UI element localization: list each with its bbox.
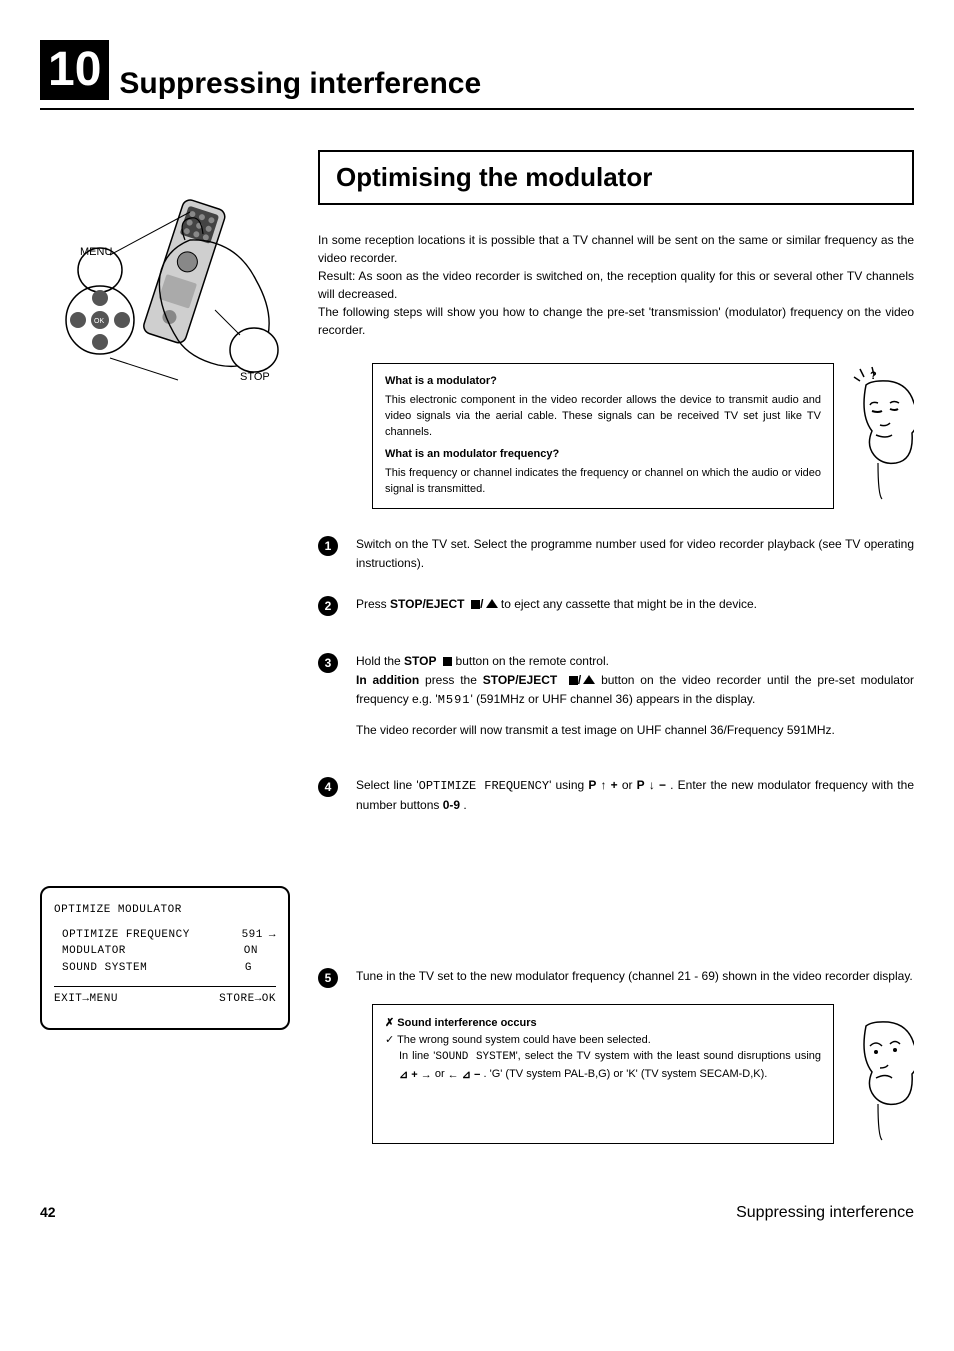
eject-icon — [583, 675, 595, 684]
step-bullet-2: 2 — [318, 596, 338, 616]
step-2: 2 Press STOP/EJECT / to eject any casset… — [318, 595, 914, 616]
chapter-header: 10 Suppressing interference — [40, 40, 914, 110]
step-3-extra: The video recorder will now transmit a t… — [356, 721, 914, 740]
section-title: Optimising the modulator — [318, 150, 914, 205]
page-footer: 42 Suppressing interference — [40, 1204, 914, 1222]
sidebar-column: MENU OK — [40, 150, 290, 1144]
osd-row-2: MODULATOR ON — [62, 943, 276, 960]
step-bullet-4: 4 — [318, 777, 338, 797]
tip-box: ✗ Sound interference occurs ✓ The wrong … — [372, 1004, 834, 1144]
chapter-title: Suppressing interference — [119, 68, 481, 100]
info-q2: What is an modulator frequency? — [385, 447, 821, 463]
osd-store: STORE→OK — [219, 991, 276, 1008]
osd-row-1: OPTIMIZE FREQUENCY 591 → — [62, 927, 276, 944]
osd-line2-value: ON — [244, 943, 258, 960]
osd-line3-label: SOUND SYSTEM — [62, 960, 147, 977]
osd-line1-label: OPTIMIZE FREQUENCY — [62, 927, 190, 944]
step-3-text: Hold the STOP button on the remote contr… — [356, 652, 914, 740]
stop-label: STOP — [240, 371, 270, 383]
stop-icon — [569, 676, 578, 685]
footer-title: Suppressing interference — [736, 1204, 914, 1222]
eject-icon — [486, 599, 498, 608]
tip-line-1: The wrong sound system could have been s… — [397, 1034, 651, 1046]
osd-menu-box: OPTIMIZE MODULATOR OPTIMIZE FREQUENCY 59… — [40, 886, 290, 1030]
info-a1: This electronic component in the video r… — [385, 393, 821, 441]
remote-in-hand-illustration: MENU OK — [40, 180, 290, 400]
step-bullet-3: 3 — [318, 653, 338, 673]
cross-icon: ✗ — [385, 1017, 397, 1029]
osd-title: OPTIMIZE MODULATOR — [54, 902, 276, 919]
info-a2: This frequency or channel indicates the … — [385, 466, 821, 498]
step-5: 5 Tune in the TV set to the new modulato… — [318, 967, 914, 988]
info-q1: What is a modulator? — [385, 374, 821, 390]
step-3: 3 Hold the STOP button on the remote con… — [318, 652, 914, 740]
step-1-text: Switch on the TV set. Select the program… — [356, 535, 914, 573]
osd-line3-value: G — [245, 960, 252, 977]
svg-text:?: ? — [870, 370, 877, 382]
step-2-text: Press STOP/EJECT / to eject any cassette… — [356, 595, 914, 614]
minus-icon: − — [659, 778, 666, 792]
check-icon: ✓ — [385, 1034, 397, 1046]
step-4-text: Select line 'OPTIMIZE FREQUENCY' using P… — [356, 776, 914, 815]
thinking-face-icon: ? — [850, 363, 914, 503]
delta-plus-right-icon: ⊿ + → — [399, 1067, 432, 1084]
stop-icon — [471, 600, 480, 609]
step-4: 4 Select line 'OPTIMIZE FREQUENCY' using… — [318, 776, 914, 815]
concerned-face-icon — [850, 1004, 914, 1144]
chapter-number-badge: 10 — [40, 40, 109, 100]
info-box: What is a modulator? This electronic com… — [372, 363, 834, 509]
osd-line1-value: 591 — [242, 927, 263, 944]
left-delta-minus-icon: ← ⊿ − — [448, 1067, 481, 1084]
intro-paragraph: In some reception locations it is possib… — [318, 231, 914, 339]
osd-row-3: SOUND SYSTEM G — [62, 960, 276, 977]
p-up-icon: ↑ — [601, 778, 607, 792]
main-column: Optimising the modulator In some recepti… — [318, 150, 914, 1144]
menu-label: MENU — [80, 246, 112, 258]
tip-region: ✗ Sound interference occurs ✓ The wrong … — [372, 1004, 914, 1144]
step-bullet-1: 1 — [318, 536, 338, 556]
plus-icon: + — [611, 778, 618, 792]
osd-exit: EXIT→MENU — [54, 991, 118, 1008]
p-down-icon: ↓ — [649, 778, 655, 792]
svg-text:OK: OK — [94, 318, 104, 325]
osd-line2-label: MODULATOR — [62, 943, 126, 960]
info-region: What is a modulator? This electronic com… — [372, 363, 914, 509]
arrow-right-icon: → — [269, 927, 276, 944]
stop-icon — [443, 657, 452, 666]
step-1: 1 Switch on the TV set. Select the progr… — [318, 535, 914, 573]
tip-heading: Sound interference occurs — [397, 1017, 536, 1029]
step-bullet-5: 5 — [318, 968, 338, 988]
step-5-text: Tune in the TV set to the new modulator … — [356, 967, 914, 986]
page-number: 42 — [40, 1204, 56, 1220]
